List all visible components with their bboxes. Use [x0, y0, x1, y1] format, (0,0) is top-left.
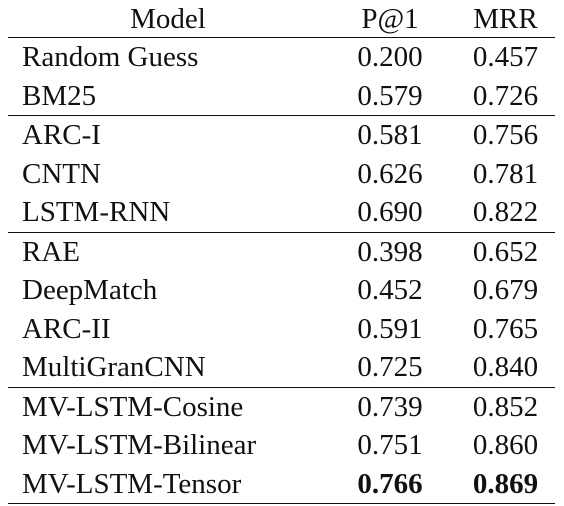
cell-model: RAE: [22, 235, 80, 268]
cell-p-at-1-best: 0.766: [357, 467, 423, 500]
table-row: LSTM-RNN 0.690 0.822: [8, 193, 555, 232]
header-model: Model: [130, 2, 206, 35]
cell-mrr: 0.840: [472, 351, 539, 384]
cell-mrr: 0.822: [472, 196, 539, 229]
table-row: MV-LSTM-Bilinear 0.751 0.860: [8, 426, 555, 465]
cell-p-at-1: 0.398: [357, 235, 423, 268]
cell-model: CNTN: [22, 157, 101, 190]
table-row: DeepMatch 0.452 0.679: [8, 271, 555, 310]
results-table: Model P@1 MRR Random Guess 0.200 0.457 B…: [8, 0, 555, 504]
table-row: MV-LSTM-Tensor 0.766 0.869: [8, 465, 555, 504]
cell-model: MultiGranCNN: [22, 351, 206, 384]
header-mrr: MRR: [473, 2, 538, 35]
cell-p-at-1: 0.579: [357, 79, 423, 112]
cell-mrr-best: 0.869: [472, 467, 539, 500]
cell-model: BM25: [22, 79, 97, 112]
cell-model: ARC-II: [22, 312, 111, 345]
cell-mrr: 0.457: [472, 41, 539, 74]
table-row: MultiGranCNN 0.725 0.840: [8, 348, 555, 387]
cell-p-at-1: 0.626: [357, 157, 423, 190]
cell-mrr: 0.679: [472, 274, 539, 307]
table-row: CNTN 0.626 0.781: [8, 155, 555, 194]
cell-p-at-1: 0.581: [357, 119, 423, 152]
header-p-at-1: P@1: [361, 2, 419, 35]
table-row: RAE 0.398 0.652: [8, 232, 555, 271]
cell-mrr: 0.781: [472, 157, 539, 190]
cell-mrr: 0.860: [472, 429, 539, 462]
cell-p-at-1: 0.200: [357, 41, 423, 74]
cell-p-at-1: 0.739: [357, 390, 423, 423]
cell-model: Random Guess: [22, 41, 199, 74]
cell-model: MV-LSTM-Cosine: [22, 390, 244, 423]
cell-model: MV-LSTM-Tensor: [22, 467, 242, 500]
cell-p-at-1: 0.690: [357, 196, 423, 229]
cell-mrr: 0.652: [472, 235, 539, 268]
cell-mrr: 0.852: [472, 390, 539, 423]
cell-model: MV-LSTM-Bilinear: [22, 429, 257, 462]
table-header-row: Model P@1 MRR: [8, 0, 555, 38]
cell-mrr: 0.765: [472, 312, 539, 345]
cell-p-at-1: 0.725: [357, 351, 423, 384]
cell-model: ARC-I: [22, 119, 101, 152]
table-row: Random Guess 0.200 0.457: [8, 38, 555, 77]
cell-model: LSTM-RNN: [22, 196, 171, 229]
cell-mrr: 0.726: [472, 79, 539, 112]
cell-p-at-1: 0.751: [357, 429, 423, 462]
cell-p-at-1: 0.591: [357, 312, 423, 345]
cell-p-at-1: 0.452: [357, 274, 423, 307]
cell-model: DeepMatch: [22, 274, 158, 307]
table-row: BM25 0.579 0.726: [8, 77, 555, 116]
table-row: ARC-I 0.581 0.756: [8, 116, 555, 155]
table-row: ARC-II 0.591 0.765: [8, 310, 555, 349]
cell-mrr: 0.756: [472, 119, 539, 152]
table-row: MV-LSTM-Cosine 0.739 0.852: [8, 387, 555, 426]
